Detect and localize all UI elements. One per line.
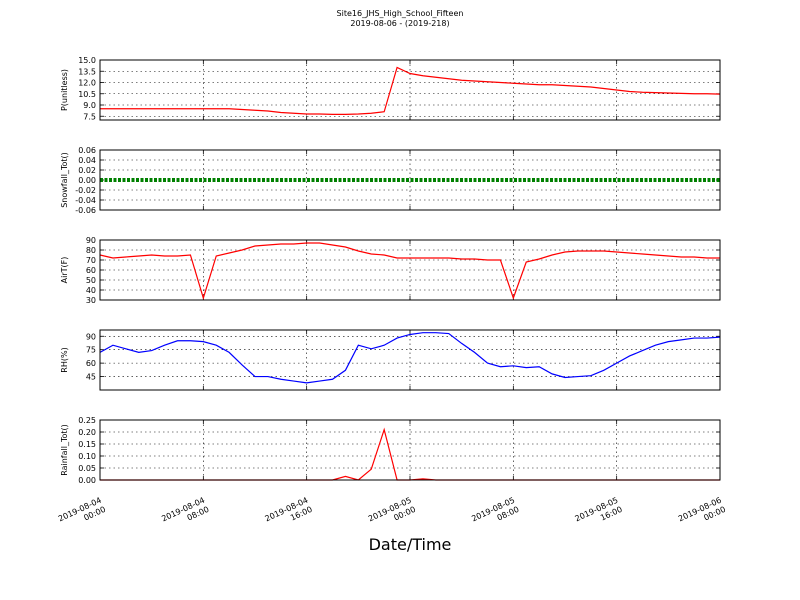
- y-tick-label: 0.20: [78, 428, 96, 437]
- plot-frame: [99, 329, 721, 391]
- plot-frame: [99, 59, 721, 121]
- y-tick-label: 40: [86, 286, 96, 295]
- y-tick-label: 70: [86, 256, 96, 265]
- plot-frame: [99, 149, 721, 211]
- y-tick-label: 0.05: [78, 464, 96, 473]
- y-tick-label: 0.15: [78, 440, 96, 449]
- y-tick-label: 0.00: [78, 176, 96, 185]
- y-tick-label: 60: [86, 266, 96, 275]
- y-tick-label: 13.5: [78, 67, 96, 76]
- data-line: [99, 242, 720, 301]
- y-tick-label: -0.04: [75, 196, 96, 205]
- y-tick-label: 50: [86, 276, 96, 285]
- y-tick-label: 90: [86, 332, 96, 341]
- y-tick-label: 45: [86, 373, 96, 382]
- y-axis-label: AirT(F): [60, 257, 69, 284]
- y-tick-label: 10.5: [78, 90, 96, 99]
- x-axis-label: Date/Time: [369, 535, 452, 554]
- data-line: [99, 332, 721, 384]
- y-tick-label: 80: [86, 246, 96, 255]
- y-tick-label: 0.00: [78, 476, 96, 485]
- y-tick-label: -0.06: [75, 206, 96, 215]
- y-tick-label: -0.02: [75, 186, 96, 195]
- y-tick-label: 0.25: [78, 416, 96, 425]
- y-tick-label: 15.0: [78, 56, 96, 65]
- y-tick-label: 0.06: [78, 146, 96, 155]
- y-tick-label: 75: [86, 346, 96, 355]
- plot-frame: [99, 419, 721, 481]
- y-tick-label: 9.0: [83, 101, 96, 110]
- plot-frame: [99, 239, 721, 301]
- y-tick-label: 7.5: [83, 112, 96, 121]
- y-tick-label: 90: [86, 236, 96, 245]
- y-tick-label: 0.04: [78, 156, 96, 165]
- y-axis-label: P(unitless): [60, 69, 69, 111]
- data-line: [100, 66, 721, 115]
- y-tick-label: 0.02: [78, 166, 96, 175]
- y-tick-label: 0.10: [78, 452, 96, 461]
- chart-title: Site16_JHS_High_School_Fifteen: [337, 9, 464, 18]
- chart-subtitle: 2019-08-06 - (2019-218): [350, 19, 449, 28]
- y-tick-label: 12.0: [78, 79, 96, 88]
- y-axis-label: Snowfall_Tot(): [60, 152, 69, 208]
- y-tick-label: 60: [86, 359, 96, 368]
- y-axis-label: Rainfall_Tot(): [60, 424, 69, 476]
- y-axis-label: RH(%): [60, 347, 69, 372]
- y-tick-label: 30: [86, 296, 96, 305]
